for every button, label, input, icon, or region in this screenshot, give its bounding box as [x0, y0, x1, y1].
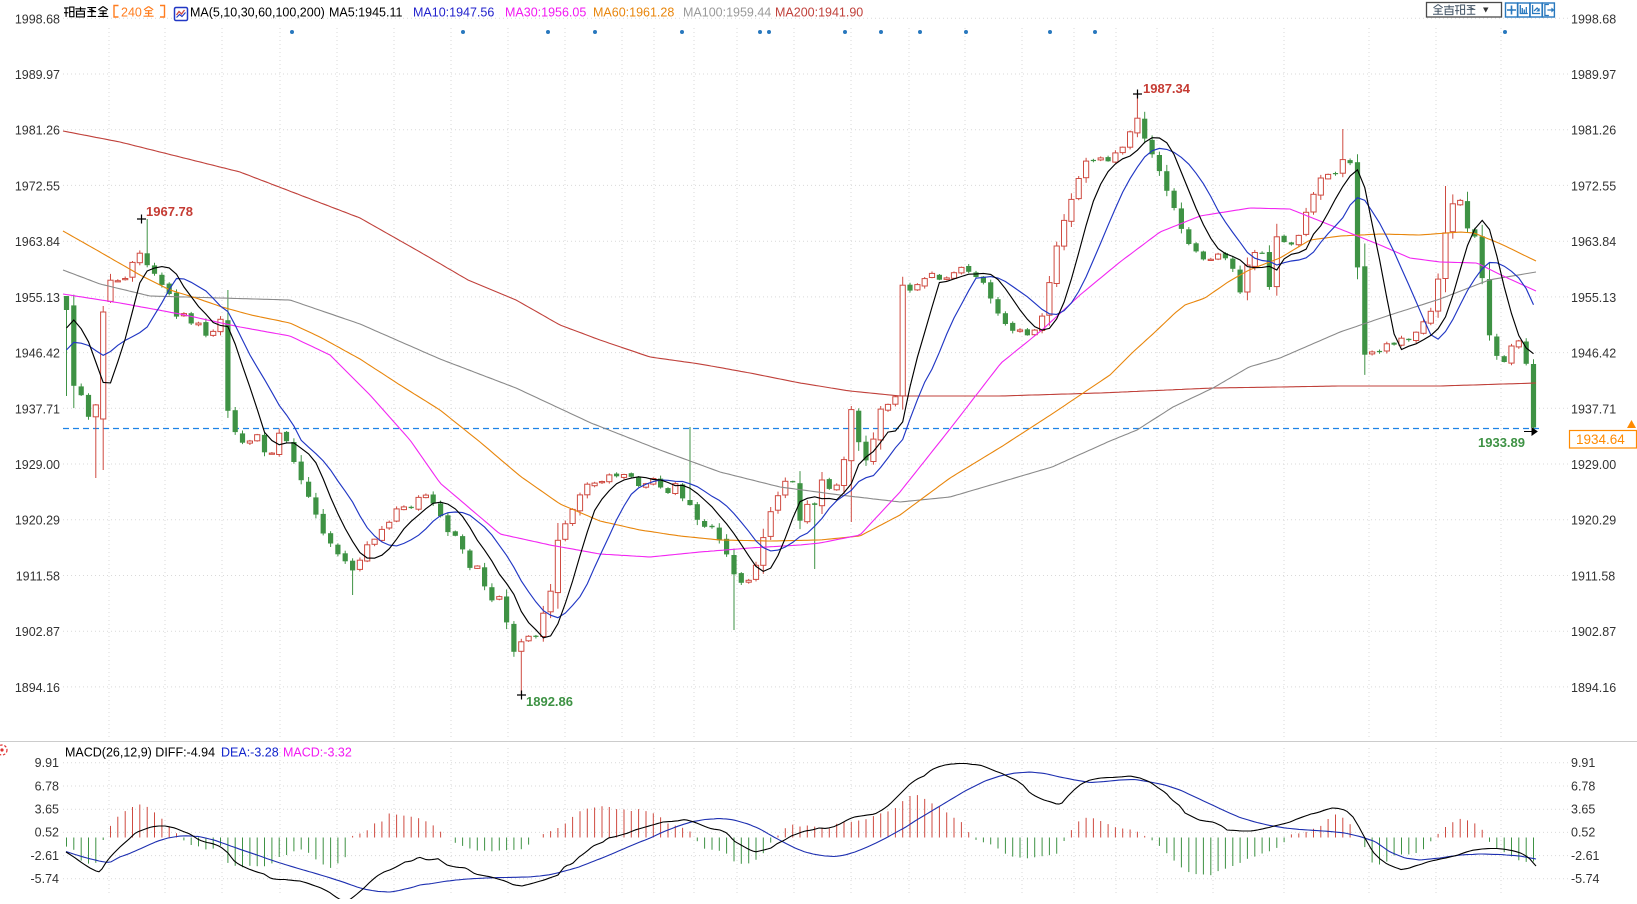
svg-text:1937.71: 1937.71: [1571, 402, 1616, 416]
svg-text:1902.87: 1902.87: [15, 625, 60, 639]
svg-text:0.52: 0.52: [35, 826, 59, 840]
svg-text:1911.58: 1911.58: [1571, 570, 1615, 584]
svg-text:1989.97: 1989.97: [15, 68, 60, 82]
svg-text:MA200:1941.90: MA200:1941.90: [775, 6, 863, 20]
svg-text:1920.29: 1920.29: [1571, 514, 1616, 528]
svg-text:1929.00: 1929.00: [1571, 458, 1616, 472]
svg-text:MA(5,10,30,60,100,200): MA(5,10,30,60,100,200): [190, 6, 325, 20]
svg-text:MA60:1961.28: MA60:1961.28: [593, 6, 674, 20]
svg-text:1955.13: 1955.13: [15, 291, 60, 305]
svg-text:MA10:1947.56: MA10:1947.56: [413, 6, 494, 20]
svg-text:-5.74: -5.74: [1571, 872, 1600, 886]
svg-text:1902.87: 1902.87: [1571, 625, 1616, 639]
svg-text:3.65: 3.65: [1571, 803, 1595, 817]
svg-text:1981.26: 1981.26: [15, 124, 60, 138]
svg-text:1963.84: 1963.84: [1571, 235, 1616, 249]
svg-text:MA100:1959.44: MA100:1959.44: [683, 6, 771, 20]
svg-text:1955.13: 1955.13: [1571, 291, 1616, 305]
svg-text:1920.29: 1920.29: [15, 514, 60, 528]
svg-text:MACD(26,12,9) DIFF:-4.94: MACD(26,12,9) DIFF:-4.94: [65, 746, 215, 760]
svg-text:1998.68: 1998.68: [1571, 12, 1616, 26]
svg-text:1972.55: 1972.55: [1571, 179, 1616, 193]
svg-text:-5.74: -5.74: [31, 872, 60, 886]
svg-text:MACD:-3.32: MACD:-3.32: [283, 746, 352, 760]
svg-text:1937.71: 1937.71: [15, 402, 60, 416]
svg-text:1929.00: 1929.00: [15, 458, 60, 472]
svg-text:9.91: 9.91: [35, 756, 59, 770]
svg-text:3.65: 3.65: [35, 803, 59, 817]
svg-text:1946.42: 1946.42: [15, 347, 60, 361]
svg-text:0.52: 0.52: [1571, 826, 1595, 840]
svg-text:1981.26: 1981.26: [1571, 124, 1616, 138]
svg-text:6.78: 6.78: [1571, 779, 1595, 793]
svg-text:1946.42: 1946.42: [1571, 347, 1616, 361]
svg-text:240: 240: [121, 6, 142, 20]
svg-text:DEA:-3.28: DEA:-3.28: [221, 746, 279, 760]
svg-text:1989.97: 1989.97: [1571, 68, 1616, 82]
svg-text:1933.89: 1933.89: [1478, 435, 1525, 450]
svg-text:1911.58: 1911.58: [16, 570, 60, 584]
svg-text:1894.16: 1894.16: [15, 681, 60, 695]
svg-text:1967.78: 1967.78: [146, 204, 193, 219]
svg-text:1892.86: 1892.86: [526, 694, 573, 709]
svg-text:MA30:1956.05: MA30:1956.05: [505, 6, 586, 20]
svg-text:6.78: 6.78: [35, 779, 59, 793]
svg-text:MA5:1945.11: MA5:1945.11: [329, 6, 402, 20]
svg-text:1963.84: 1963.84: [15, 235, 60, 249]
svg-text:1987.34: 1987.34: [1143, 81, 1191, 96]
svg-text:-2.61: -2.61: [1571, 849, 1600, 863]
svg-text:9.91: 9.91: [1571, 756, 1595, 770]
svg-text:1972.55: 1972.55: [15, 179, 60, 193]
svg-text:-2.61: -2.61: [31, 849, 60, 863]
svg-text:1934.64: 1934.64: [1576, 432, 1625, 447]
svg-text:1998.68: 1998.68: [15, 12, 60, 26]
svg-text:1894.16: 1894.16: [1571, 681, 1616, 695]
